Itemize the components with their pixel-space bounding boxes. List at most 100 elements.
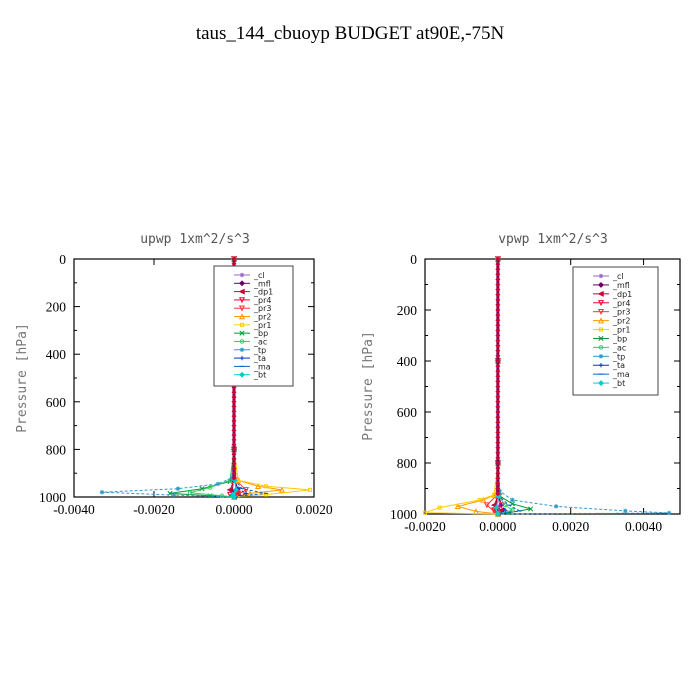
- upwp-legend-marker: [239, 347, 245, 352]
- vpwp-zero-profile-marker: [495, 271, 501, 277]
- vpwp-legend-label: _dp1: [612, 290, 632, 299]
- upwp-zero-profile-marker: [231, 465, 237, 471]
- upwp-legend-label: _mfl: [253, 279, 271, 288]
- upwp-y-tick-label: 1000: [39, 490, 66, 505]
- vpwp-zero-profile-marker: [495, 429, 501, 435]
- vpwp-legend-label: _cl: [612, 272, 624, 281]
- upwp-legend-label: _pr4: [253, 296, 271, 305]
- vpwp-zero-profile-marker: [495, 363, 501, 369]
- upwp-y-tick-label: 400: [46, 347, 67, 362]
- vpwp-legend-marker: [598, 345, 604, 350]
- vpwp-zero-profile-marker: [495, 445, 501, 451]
- vpwp-point-tp: [497, 488, 502, 494]
- upwp-zero-profile-marker: [231, 423, 237, 429]
- upwp-point-tp: [99, 490, 105, 495]
- vpwp-point-pr2: [480, 496, 487, 503]
- vpwp-y-tick-label: 200: [397, 303, 418, 318]
- upwp-point-bt: [233, 486, 239, 493]
- vpwp-legend-marker: [598, 380, 604, 386]
- vpwp-legend-marker: [598, 354, 604, 359]
- upwp-point-pr1: [263, 484, 269, 489]
- upwp-legend-label: _ta: [253, 354, 266, 363]
- vpwp-point-ta: [499, 502, 504, 508]
- vpwp-zero-profile-marker: [495, 455, 501, 461]
- upwp-legend-label: _dp1: [253, 288, 273, 297]
- upwp-legend-marker: [239, 330, 245, 336]
- upwp-legend-label: _ac: [253, 337, 267, 346]
- vpwp-zero-profile-marker: [495, 266, 501, 272]
- vpwp-legend-marker: [597, 308, 605, 316]
- vpwp-legend-label: _bt: [612, 379, 625, 388]
- vpwp-zero-profile-marker: [495, 460, 501, 466]
- vpwp-series-line-pr1: [424, 259, 499, 515]
- upwp-legend-marker: [239, 355, 245, 361]
- upwp-zero-profile-marker: [231, 470, 237, 476]
- vpwp-zero-profile-marker: [495, 302, 501, 308]
- vpwp-legend-marker: [598, 363, 604, 368]
- vpwp-legend-label: _ta: [612, 361, 625, 370]
- upwp-zero-profile-marker: [231, 413, 237, 419]
- vpwp-zero-profile-marker: [495, 338, 501, 344]
- vpwp-series-line-ma: [497, 259, 522, 515]
- vpwp-x-tick-label: 0.0040: [625, 519, 662, 534]
- vpwp-zero-profile-marker: [495, 404, 501, 410]
- upwp-legend-marker: [239, 339, 245, 344]
- upwp-point-ac: [219, 493, 225, 499]
- upwp-zero-profile-marker: [231, 418, 237, 424]
- vpwp-zero-profile-marker: [495, 327, 501, 333]
- upwp-zero-profile-marker: [231, 394, 237, 400]
- vpwp-zero-profile-marker: [495, 276, 501, 282]
- vpwp-point-bt: [493, 504, 500, 511]
- upwp-legend: _cl_mfl_dp1_pr4_pr3_pr2_pr1_bp_ac_tp_ta_…: [213, 265, 294, 387]
- upwp-legend-box: [213, 265, 294, 387]
- upwp-panel: upwp 1xm^2/s^3 Pressure [hPa] -0.0040 -0.…: [15, 232, 333, 517]
- vpwp-zero-profile-marker: [495, 287, 501, 293]
- vpwp-legend-label: _pr4: [612, 299, 630, 308]
- upwp-legend-label: _ma: [253, 362, 271, 371]
- upwp-point-pr1: [307, 487, 313, 492]
- vpwp-legend-marker: [597, 317, 605, 324]
- upwp-ticks: -0.0040 -0.0020 0.0000 0.0020 0 200 400 600 800 1…: [39, 252, 333, 517]
- vpwp-zero-profile-marker: [495, 281, 501, 288]
- upwp-legend-marker: [239, 371, 245, 378]
- vpwp-legend-box: [572, 266, 659, 396]
- vpwp-zero-profile-marker: [495, 475, 501, 481]
- vpwp-legend-marker: [598, 282, 604, 288]
- vpwp-zero-profile-marker: [495, 470, 501, 476]
- vpwp-series-line-bp: [497, 259, 531, 515]
- upwp-legend-label: _pr1: [253, 321, 271, 330]
- vpwp-zero-profile-marker: [495, 389, 501, 395]
- upwp-point-pr2: [254, 482, 262, 489]
- upwp-x-tick-label: -0.0020: [133, 502, 175, 517]
- upwp-y-axis-label: Pressure [hPa]: [15, 323, 30, 433]
- upwp-zero-profile-marker: [231, 408, 237, 414]
- vpwp-zero-profile-marker: [495, 491, 501, 497]
- upwp-x-tick-label: 0.0000: [215, 502, 252, 517]
- vpwp-point-pr1: [437, 505, 442, 510]
- upwp-zero-profile-marker: [231, 399, 237, 405]
- vpwp-ticks: -0.0020 0.0000 0.0020 0.0040 0 200 400 600 800 10…: [390, 252, 680, 534]
- vpwp-legend-label: _ac: [612, 343, 626, 352]
- vpwp-legend-marker: [597, 290, 604, 297]
- upwp-zero-profile-marker: [231, 461, 237, 467]
- vpwp-x-tick-label: -0.0020: [404, 519, 446, 534]
- vpwp-legend-marker: [597, 300, 605, 307]
- upwp-legend-label: _tp: [253, 346, 266, 355]
- vpwp-legend-label: _bp: [612, 334, 627, 343]
- vpwp-legend-label: _tp: [612, 352, 625, 361]
- vpwp-point-pr1: [477, 497, 482, 503]
- vpwp-zero-profile-marker: [495, 424, 501, 430]
- vpwp-x-tick-label: 0.0020: [552, 519, 589, 534]
- vpwp-zero-profile-marker: [495, 343, 501, 349]
- upwp-point-tp: [175, 486, 181, 491]
- figure-title: taus_144_cbuoyp BUDGET at90E,-75N: [196, 23, 505, 44]
- vpwp-point-tp: [623, 508, 628, 514]
- vpwp-zero-profile-marker: [495, 383, 501, 390]
- upwp-y-tick-label: 800: [46, 442, 67, 457]
- upwp-legend-label: _pr2: [253, 313, 271, 322]
- vpwp-zero-profile-marker: [495, 312, 501, 318]
- vpwp-y-tick-label: 0: [410, 252, 417, 267]
- vpwp-point-bt: [494, 511, 501, 517]
- upwp-point-ta: [243, 491, 249, 496]
